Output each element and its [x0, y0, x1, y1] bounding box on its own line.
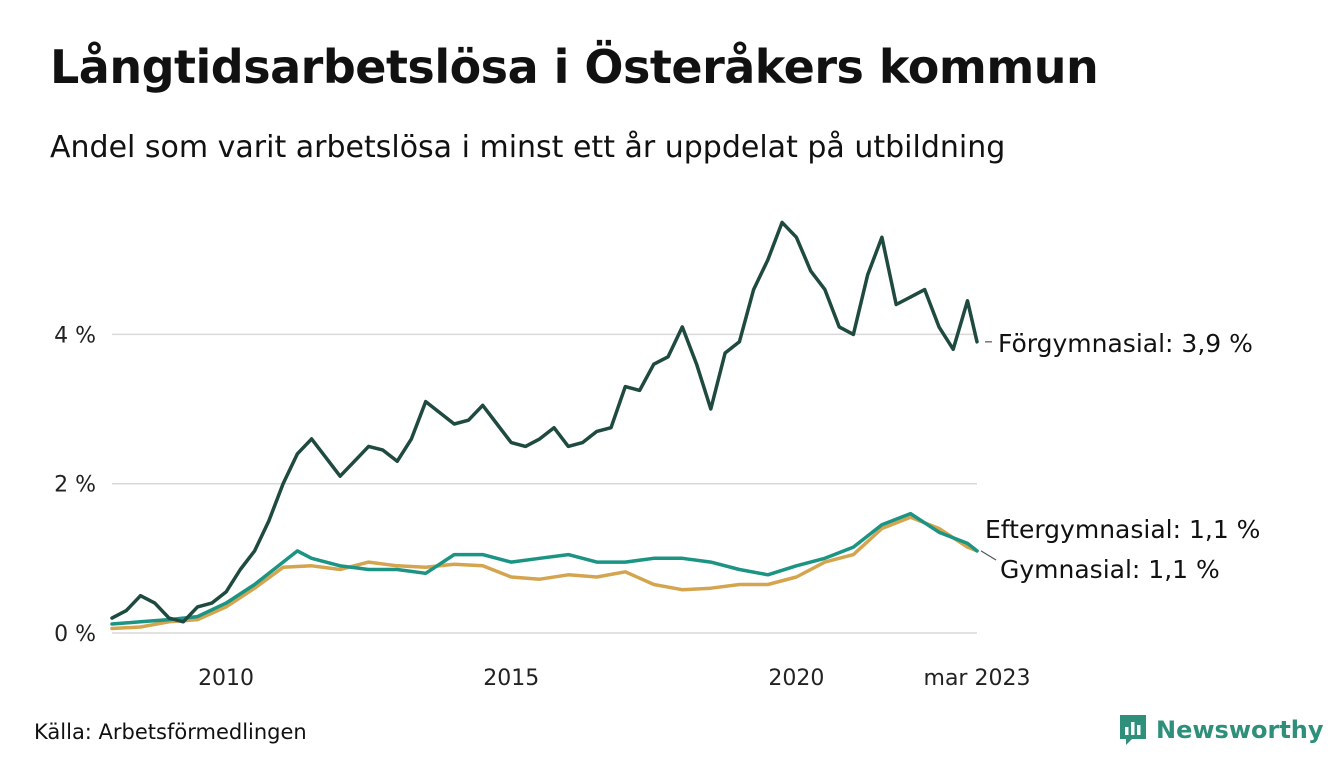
x-tick-label: 2010 [198, 666, 254, 691]
series-line-förgymnasial [110, 220, 979, 624]
grid [112, 333, 977, 634]
x-axis: 2010 2015 2020 mar 2023 [198, 666, 1030, 691]
series-end-label: Gymnasial: 1,1 % [1000, 555, 1220, 584]
chart-subtitle: Andel som varit arbetslösa i minst ett å… [50, 130, 1006, 165]
chart-title: Långtidsarbetslösa i Österåkers kommun [50, 40, 1099, 94]
series-end-label: Eftergymnasial: 1,1 % [985, 515, 1260, 544]
line-chart: 0 % 2 % 4 % 2010 2015 2020 mar 2023 Förgymnas… [54, 220, 1260, 691]
source-note: Källa: Arbetsförmedlingen [34, 720, 307, 744]
x-tick-label: mar 2023 [924, 666, 1031, 691]
series-line-gymnasial [110, 515, 979, 631]
series-lines [110, 220, 979, 631]
y-tick-label: 2 % [54, 473, 96, 498]
brand-logo: Newsworthy [1118, 712, 1324, 748]
leader-line [980, 550, 997, 561]
bar-chart-speech-icon [1120, 715, 1146, 745]
y-tick-label: 0 % [54, 622, 96, 647]
x-tick-label: 2020 [768, 666, 824, 691]
x-tick-label: 2015 [483, 666, 539, 691]
y-axis: 0 % 2 % 4 % [54, 323, 96, 647]
y-tick-label: 4 % [54, 323, 96, 348]
series-end-labels: Förgymnasial: 3,9 % Eftergymnasial: 1,1 %… [980, 329, 1260, 584]
series-line-eftergymnasial [110, 511, 979, 626]
brand-name: Newsworthy [1156, 716, 1324, 744]
series-end-label: Förgymnasial: 3,9 % [998, 329, 1253, 358]
